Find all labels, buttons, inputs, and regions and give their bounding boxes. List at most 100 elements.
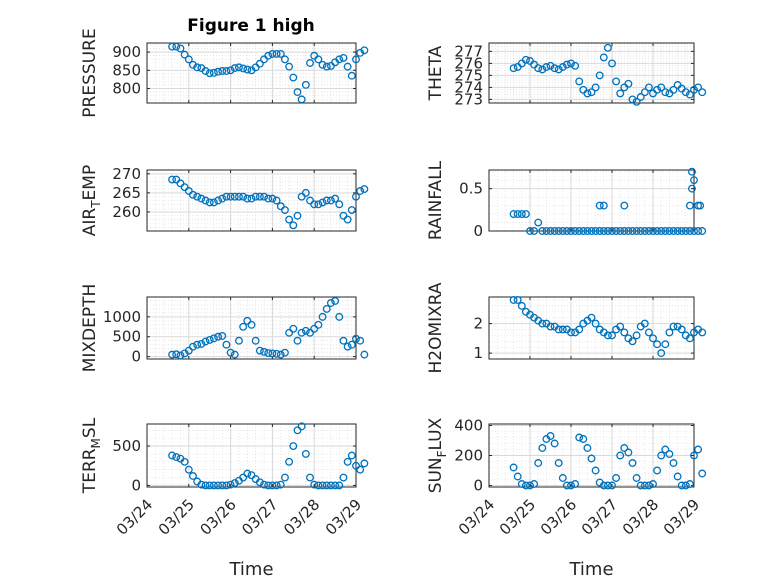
data-point — [360, 185, 369, 194]
data-point — [538, 65, 547, 74]
data-point — [347, 340, 356, 349]
data-point — [620, 444, 629, 452]
y-tick-label: 265 — [112, 184, 141, 202]
data-point — [226, 192, 235, 201]
data-point — [193, 63, 202, 72]
data-point — [677, 325, 686, 334]
data-point — [260, 192, 268, 201]
data-point — [226, 348, 235, 357]
data-point — [205, 69, 214, 78]
data-point — [517, 480, 526, 488]
data-point — [567, 227, 575, 235]
data-point — [356, 465, 365, 474]
data-point — [214, 67, 223, 76]
axes-box — [488, 42, 695, 104]
data-point — [616, 227, 625, 235]
data-point — [657, 349, 666, 358]
axes-box — [146, 42, 357, 104]
data-point — [554, 459, 563, 467]
data-point — [612, 77, 621, 86]
data-point — [264, 481, 273, 490]
data-point — [247, 471, 256, 480]
data-point — [255, 59, 264, 68]
data-point — [595, 227, 604, 235]
data-point — [168, 350, 177, 359]
data-point — [243, 469, 252, 478]
data-point — [649, 227, 657, 235]
data-point — [694, 83, 703, 92]
y-tick-label: 270 — [112, 165, 141, 183]
data-point — [276, 480, 285, 489]
data-point — [583, 89, 592, 98]
data-point — [347, 71, 356, 80]
data-point — [550, 227, 559, 235]
data-point — [628, 95, 637, 104]
data-point — [251, 336, 260, 345]
data-point — [280, 55, 289, 64]
data-point — [352, 55, 360, 64]
x-tick-label: 03/26 — [537, 495, 580, 538]
data-point — [509, 64, 518, 73]
data-point — [180, 457, 189, 466]
data-point — [251, 192, 260, 201]
data-point — [608, 59, 616, 68]
data-point — [352, 461, 360, 470]
data-point — [255, 192, 264, 201]
data-point — [310, 480, 319, 489]
data-point — [301, 449, 310, 458]
data-point — [571, 480, 580, 488]
data-point — [653, 85, 662, 94]
data-point — [599, 481, 608, 490]
data-point — [352, 192, 360, 201]
subplot-h2omixra: 1 2 H2OMIXRA — [426, 282, 707, 374]
data-point — [264, 194, 273, 203]
x-tick-label: 03/26 — [196, 495, 239, 538]
data-point — [205, 198, 214, 207]
data-point — [235, 63, 243, 72]
data-point — [331, 297, 340, 305]
data-point — [698, 88, 707, 97]
data-point — [608, 331, 616, 340]
data-point — [314, 55, 323, 64]
data-point — [193, 192, 202, 201]
data-point — [681, 481, 690, 490]
data-point — [226, 480, 235, 489]
data-point — [608, 481, 616, 490]
y-tick-label: 0.5 — [459, 180, 483, 198]
data-point — [562, 481, 571, 490]
data-point — [222, 481, 231, 490]
axes-box — [146, 296, 357, 360]
data-point — [289, 442, 298, 450]
y-tick-label: 1000 — [103, 308, 141, 326]
data-point — [214, 481, 223, 490]
data-point — [628, 337, 637, 346]
data-point — [694, 227, 703, 235]
data-point — [550, 64, 559, 73]
data-point — [620, 201, 629, 210]
data-point — [260, 347, 268, 356]
data-point — [189, 472, 197, 480]
data-point — [235, 336, 243, 345]
data-point — [214, 196, 223, 205]
data-point — [571, 227, 580, 235]
x-axis-label: Time — [568, 559, 613, 580]
data-point — [538, 444, 547, 452]
data-point — [513, 472, 522, 481]
x-tick-label: 03/27 — [578, 495, 621, 538]
data-point — [620, 328, 629, 337]
data-point — [558, 474, 567, 482]
data-point — [276, 350, 285, 359]
data-point — [546, 322, 555, 331]
data-point — [209, 198, 218, 207]
data-point — [297, 328, 306, 337]
data-point — [235, 192, 243, 201]
data-point — [603, 43, 612, 52]
x-axis-label: Time — [228, 559, 273, 580]
data-point — [591, 227, 600, 235]
x-tick-label: 03/24 — [455, 495, 498, 538]
axes-box — [488, 169, 695, 232]
data-point — [694, 445, 703, 454]
